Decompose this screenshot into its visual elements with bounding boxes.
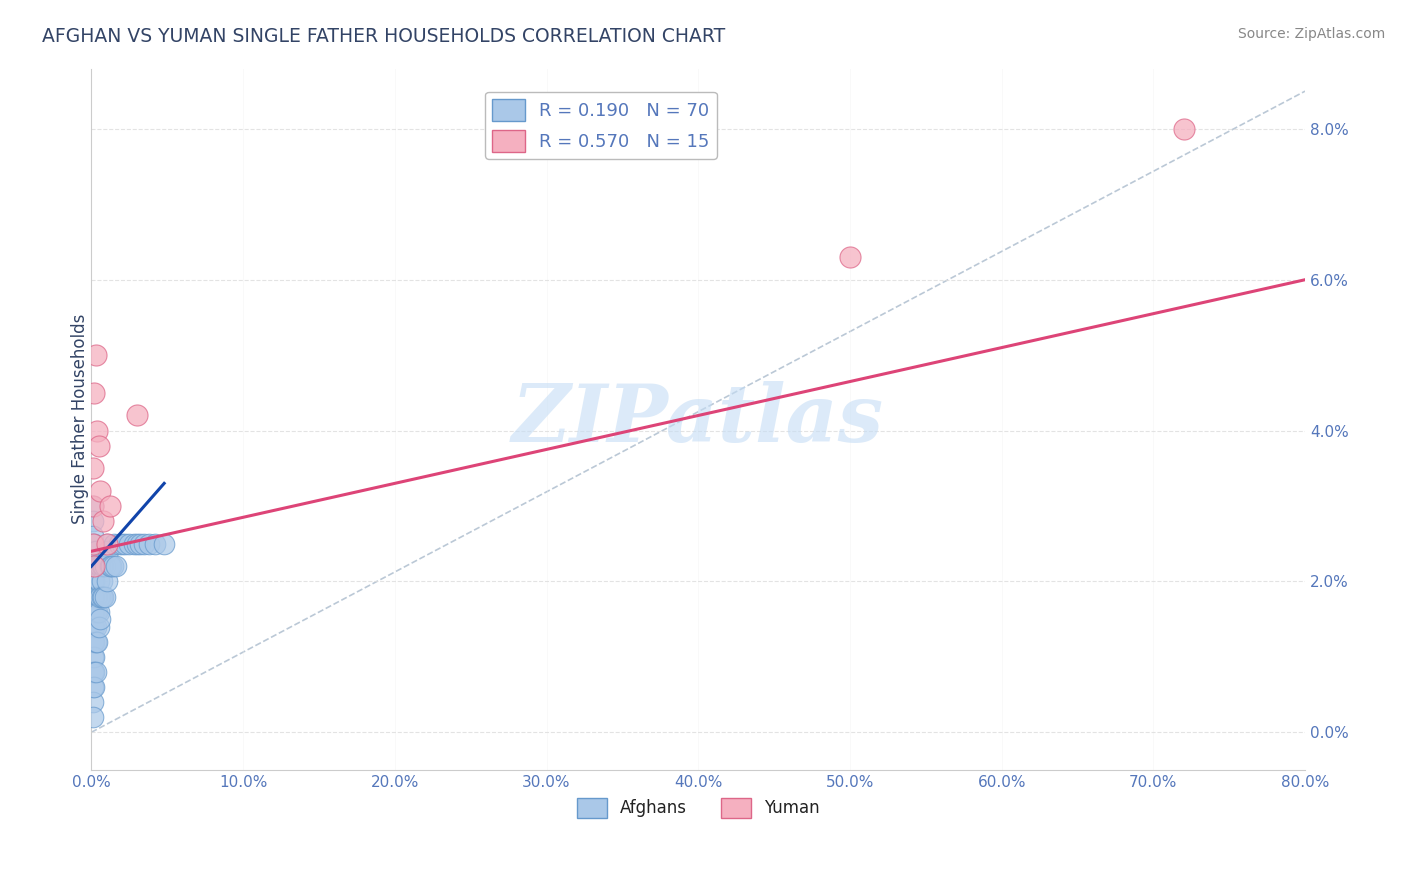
Point [114, 537, 136, 551]
Point [87, 439, 110, 453]
Point [86, 634, 108, 648]
Point [153, 537, 176, 551]
Point [89, 612, 111, 626]
Point [125, 537, 148, 551]
Point [82, 499, 104, 513]
Legend: Afghans, Yuman: Afghans, Yuman [571, 791, 827, 825]
Point [129, 537, 152, 551]
Point [83, 634, 105, 648]
Point [143, 537, 166, 551]
Text: AFGHAN VS YUMAN SINGLE FATHER HOUSEHOLDS CORRELATION CHART: AFGHAN VS YUMAN SINGLE FATHER HOUSEHOLDS… [42, 27, 725, 45]
Point [118, 537, 141, 551]
Point [83, 574, 105, 589]
Point [100, 559, 122, 574]
Point [98, 559, 121, 574]
Point [82, 710, 104, 724]
Text: ZIPatlas: ZIPatlas [512, 381, 884, 458]
Point [91, 590, 114, 604]
Point [83, 559, 105, 574]
Point [86, 605, 108, 619]
Point [89, 559, 111, 574]
Point [89, 483, 111, 498]
Point [122, 537, 145, 551]
Point [82, 634, 104, 648]
Point [82, 544, 104, 558]
Point [82, 649, 104, 664]
Point [82, 605, 104, 619]
Point [83, 680, 105, 694]
Point [82, 620, 104, 634]
Point [83, 665, 105, 679]
Point [83, 537, 105, 551]
Point [87, 590, 110, 604]
Point [84, 590, 107, 604]
Point [84, 634, 107, 648]
Point [82, 514, 104, 528]
Point [84, 559, 107, 574]
Point [82, 499, 104, 513]
Point [96, 537, 118, 551]
Point [94, 590, 117, 604]
Point [96, 537, 118, 551]
Point [89, 590, 111, 604]
Point [84, 620, 107, 634]
Y-axis label: Single Father Households: Single Father Households [72, 314, 89, 524]
Point [111, 537, 134, 551]
Point [107, 537, 129, 551]
Point [93, 590, 115, 604]
Point [83, 590, 105, 604]
Point [83, 385, 105, 400]
Point [83, 649, 105, 664]
Point [101, 559, 124, 574]
Point [98, 499, 121, 513]
Point [103, 537, 125, 551]
Point [87, 605, 110, 619]
Point [84, 348, 107, 362]
Point [86, 424, 108, 438]
Point [93, 559, 115, 574]
Point [134, 537, 156, 551]
Point [839, 250, 862, 264]
Point [83, 620, 105, 634]
Point [82, 461, 104, 475]
Point [84, 544, 107, 558]
Point [82, 680, 104, 694]
Point [82, 574, 104, 589]
Point [87, 559, 110, 574]
Point [82, 695, 104, 709]
Point [82, 537, 104, 551]
Point [96, 574, 118, 589]
Point [93, 514, 115, 528]
Text: Source: ZipAtlas.com: Source: ZipAtlas.com [1237, 27, 1385, 41]
Point [82, 590, 104, 604]
Point [91, 574, 114, 589]
Point [91, 559, 114, 574]
Point [138, 537, 160, 551]
Point [86, 590, 108, 604]
Point [83, 559, 105, 574]
Point [104, 559, 127, 574]
Point [97, 544, 120, 558]
Point [87, 620, 110, 634]
Point [125, 409, 148, 423]
Point [82, 665, 104, 679]
Point [84, 605, 107, 619]
Point [86, 559, 108, 574]
Point [82, 529, 104, 543]
Point [82, 559, 104, 574]
Point [87, 574, 110, 589]
Point [1173, 121, 1195, 136]
Point [94, 559, 117, 574]
Point [84, 665, 107, 679]
Point [83, 605, 105, 619]
